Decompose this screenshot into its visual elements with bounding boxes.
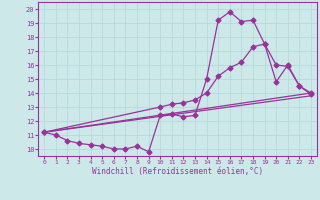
X-axis label: Windchill (Refroidissement éolien,°C): Windchill (Refroidissement éolien,°C) (92, 167, 263, 176)
